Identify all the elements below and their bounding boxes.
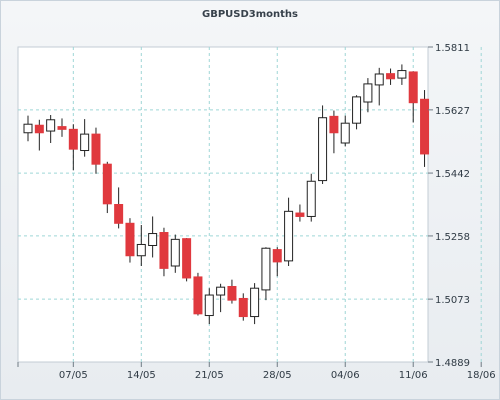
candle-body-down — [114, 204, 124, 224]
candle-body-down — [272, 249, 282, 263]
candle-body-down — [408, 71, 418, 104]
candle-body-up — [46, 119, 56, 132]
candle-body-up — [374, 73, 384, 86]
candle-body-up — [216, 286, 226, 296]
x-tick-label: 07/05 — [59, 370, 88, 381]
candle-body-down — [295, 212, 305, 217]
candle-body-down — [125, 222, 135, 257]
y-tick-label: 1.5627 — [435, 106, 470, 117]
candle-body-up — [340, 122, 350, 144]
candle-body-down — [238, 297, 248, 318]
candle-body-down — [68, 128, 78, 150]
candle-body-up — [148, 233, 158, 246]
candle-body-down — [329, 115, 339, 134]
candle-body-down — [227, 285, 237, 301]
y-tick-label: 1.5811 — [435, 43, 470, 54]
candle-body-down — [193, 276, 203, 315]
candle-body-up — [204, 294, 214, 317]
y-tick-label: 1.4889 — [435, 358, 470, 369]
grid-lines — [18, 47, 482, 362]
x-tick-label: 28/05 — [263, 370, 292, 381]
candle-body-down — [57, 126, 67, 130]
y-tick-label: 1.5442 — [435, 169, 470, 180]
y-tick-label: 1.5073 — [435, 295, 470, 306]
candle-body-up — [136, 243, 146, 257]
candle-body-up — [306, 180, 316, 217]
candle-body-down — [34, 124, 44, 134]
candle-body-up — [352, 96, 362, 124]
candle-body-up — [363, 83, 373, 103]
chart-title: GBPUSD3months — [201, 9, 298, 20]
y-tick-label: 1.5258 — [435, 232, 470, 243]
x-tick-label: 11/06 — [399, 370, 428, 381]
y-axis: 1.4889 1.5073 1.5258 1.5442 1.5627 1.5811 — [428, 43, 470, 369]
candles — [23, 64, 430, 325]
x-tick-label: 18/06 — [467, 370, 496, 381]
candle-body-up — [284, 210, 294, 262]
candle-body-up — [250, 287, 260, 318]
candle-body-up — [261, 247, 271, 291]
x-tick-label: 21/05 — [195, 370, 224, 381]
candle-body-down — [102, 163, 112, 205]
candle-body-down — [91, 133, 101, 165]
candle-body-down — [420, 98, 430, 155]
candle-body-up — [318, 117, 328, 182]
candle-body-down — [386, 73, 396, 80]
candle-body-up — [23, 123, 33, 134]
candle-body-down — [182, 238, 192, 279]
x-tick-label: 14/05 — [127, 370, 156, 381]
candle-body-down — [159, 232, 169, 269]
candle-body-up — [170, 238, 180, 267]
x-tick-label: 04/06 — [331, 370, 360, 381]
candle-body-up — [80, 133, 90, 152]
x-axis: 07/05 14/05 21/05 28/05 04/06 11/06 18/06 — [17, 362, 496, 381]
candle-body-up — [397, 70, 407, 79]
